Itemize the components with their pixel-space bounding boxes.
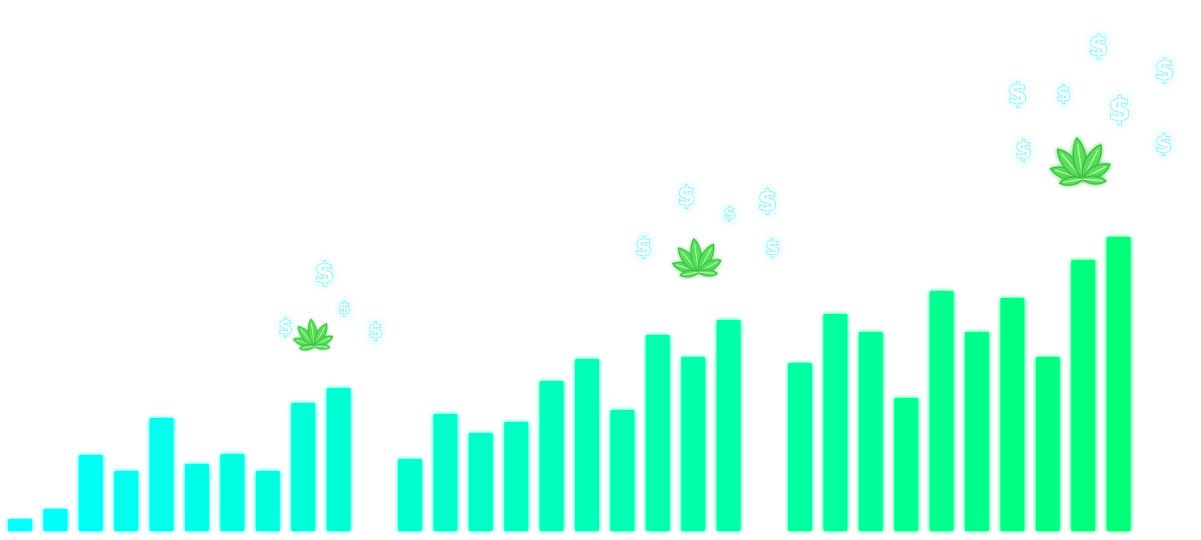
bar	[645, 335, 670, 531]
bar	[929, 291, 954, 531]
bar	[43, 509, 68, 531]
sprout-icon	[293, 318, 334, 351]
bar	[185, 464, 209, 531]
bar	[965, 332, 989, 531]
dollar-sign-icon: $	[635, 233, 652, 261]
coins-layer: $$$$$$$ $$$$ $ $$$ $	[278, 28, 1175, 343]
bar	[681, 357, 706, 531]
bar	[823, 314, 848, 531]
sprouts-layer	[293, 136, 1111, 351]
bar-group-2	[398, 320, 741, 531]
dollar-sign-icon: $	[724, 204, 735, 223]
bar	[255, 471, 280, 531]
bar	[149, 418, 174, 531]
bar	[716, 320, 741, 531]
dollar-sign-icon: $	[1089, 29, 1108, 62]
dollar-sign-icon: $	[1108, 90, 1130, 128]
bar	[220, 454, 245, 531]
sprout-icon	[671, 238, 722, 278]
bar	[326, 388, 351, 531]
dollar-sign-icon: $	[1057, 82, 1071, 106]
bar	[468, 433, 493, 531]
bar	[1035, 357, 1060, 531]
bar-group-1	[8, 388, 351, 531]
dollar-sign-icon: $	[766, 236, 780, 260]
dollar-sign-icon: $	[758, 184, 777, 217]
bar	[8, 519, 32, 531]
bar	[433, 414, 458, 531]
bar	[539, 381, 564, 531]
dollar-sign-icon: $	[1015, 136, 1032, 164]
bar	[291, 403, 316, 531]
bar	[788, 363, 812, 531]
bar	[1106, 237, 1131, 531]
dollar-sign-icon: $	[369, 319, 383, 343]
bar	[114, 471, 139, 531]
dollar-sign-icon: $	[279, 315, 293, 339]
sprout-icon	[1049, 136, 1111, 186]
bar	[610, 410, 635, 531]
bar	[398, 459, 422, 531]
bar	[1071, 260, 1096, 531]
dollar-sign-icon: $	[1008, 77, 1027, 110]
bar	[504, 422, 529, 531]
dollar-sign-icon: $	[315, 256, 334, 289]
bar	[78, 455, 103, 531]
bar	[1000, 298, 1025, 531]
dollar-sign-icon: $	[1155, 130, 1172, 158]
bar	[858, 332, 883, 531]
bars-layer	[8, 237, 1131, 531]
bar-group-3	[788, 237, 1131, 531]
bar	[575, 359, 599, 531]
dollar-sign-icon: $	[678, 182, 696, 212]
dollar-sign-icon: $	[339, 299, 350, 318]
dollar-sign-icon: $	[1155, 53, 1174, 86]
bar	[894, 398, 919, 531]
